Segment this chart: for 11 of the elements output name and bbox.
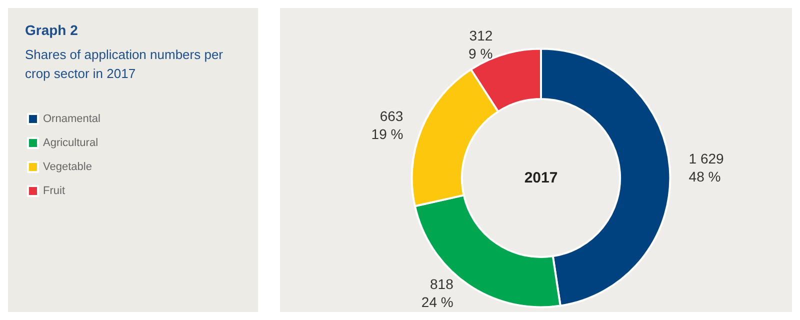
data-label: 312 9 % xyxy=(468,27,493,62)
data-label: 663 19 % xyxy=(371,108,404,142)
chart-title: Graph 2 xyxy=(25,22,78,38)
text: 2017 xyxy=(524,170,558,186)
data-label: 1 629 48 % xyxy=(688,150,724,185)
data-label: 818 24 % xyxy=(421,276,454,310)
legend-label: Vegetable xyxy=(43,161,92,173)
legend-label: Fruit xyxy=(43,185,65,197)
legend-label: Ornamental xyxy=(43,113,100,125)
legend-label: Agricultural xyxy=(43,137,98,149)
text: Shares of application numbers per crop sector in 2017 xyxy=(25,47,227,81)
